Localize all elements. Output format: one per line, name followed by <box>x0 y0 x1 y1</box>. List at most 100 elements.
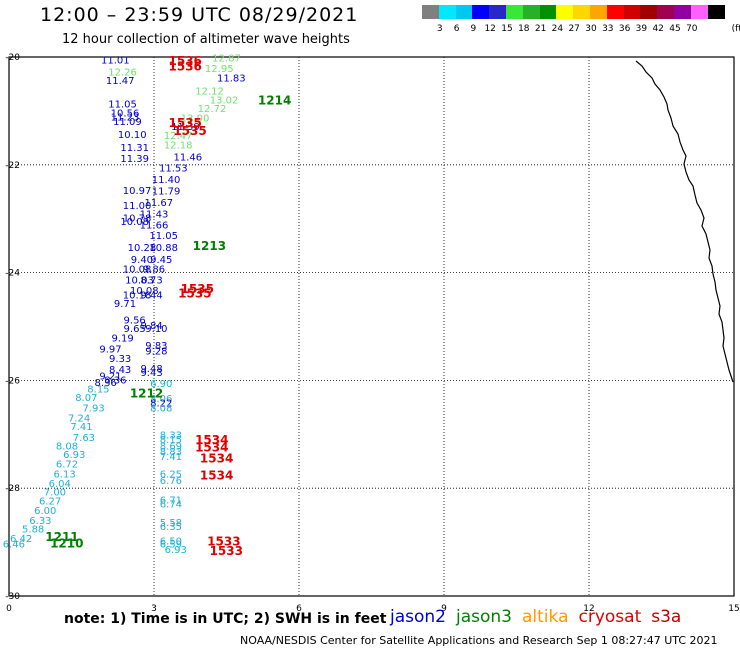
pass-number-label: 1533 <box>207 534 240 548</box>
wave-height-value: 6.72 <box>56 460 78 471</box>
wave-height-value: 7.24 <box>68 413 90 424</box>
colorbar-label: 12 <box>484 24 496 34</box>
wave-height-value: 11.23 <box>111 113 140 124</box>
pass-number-label: 1535 <box>173 124 206 138</box>
colorbar-swatch <box>472 5 490 19</box>
wave-height-value: 9.45 <box>150 255 172 266</box>
wave-height-value: 9.21 <box>99 371 121 382</box>
wave-height-value: 6.13 <box>53 469 75 480</box>
legend-jason2: jason2 <box>390 607 446 627</box>
wave-height-value: 8.08 <box>150 404 172 415</box>
wave-height-value: 6.27 <box>39 496 61 507</box>
x-tick-label: 6 <box>296 604 302 614</box>
wave-height-value: 9.97 <box>99 344 121 355</box>
pass-number-label: 1210 <box>50 536 83 550</box>
wave-height-value: 10.56 <box>111 108 140 119</box>
wave-height-value: 10.10 <box>118 130 147 141</box>
wave-height-value: 11.53 <box>159 163 188 174</box>
colorbar-label: 45 <box>669 24 681 34</box>
wave-height-value: 9.65 <box>124 324 146 335</box>
wave-height-value: 11.09 <box>113 117 142 128</box>
wave-height-value: 13.00 <box>181 114 210 125</box>
wave-height-value: 12.18 <box>164 141 193 152</box>
wave-height-value: 11.66 <box>140 220 169 231</box>
wave-height-value: 6.76 <box>160 476 182 487</box>
colorbar-swatch <box>640 5 658 19</box>
wave-height-value: 10.88 <box>149 243 178 254</box>
wave-height-value: 10.08 <box>130 286 159 297</box>
wave-height-value: 8.08 <box>56 441 78 452</box>
colorbar-label: 18 <box>518 24 530 34</box>
y-tick-label: -20 <box>5 53 20 63</box>
pass-number-label: 1533 <box>210 544 243 558</box>
y-tick-label: -24 <box>5 269 20 279</box>
colorbar-label: 9 <box>470 24 477 34</box>
pass-number-label: 1534 <box>200 451 233 465</box>
wave-height-value: 11.83 <box>217 73 246 84</box>
colorbar-swatch <box>606 5 625 19</box>
wave-height-value: 10.03 <box>125 275 154 286</box>
wave-height-value: 8.33 <box>160 431 182 442</box>
wave-height-value: 9.43 <box>140 368 162 379</box>
wave-height-value: 10.08 <box>123 265 152 276</box>
colorbar-label: 24 <box>551 24 564 34</box>
wave-height-value: 6.93 <box>63 450 85 461</box>
colorbar-label: 21 <box>534 24 547 34</box>
wave-height-value: 6.25 <box>160 469 182 480</box>
wave-height-value: 10.18 <box>123 290 152 301</box>
colorbar-label: 27 <box>568 24 580 34</box>
pass-number-label: 1212 <box>130 387 163 401</box>
colorbar-swatch <box>455 5 473 19</box>
wave-height-value: 6.90 <box>150 379 172 390</box>
pass-number-label: 1534 <box>200 469 233 483</box>
colorbar-swatch <box>573 5 591 19</box>
y-tick-label: -28 <box>5 484 20 494</box>
wave-height-value: 11.05 <box>149 231 178 242</box>
map-frame <box>8 56 735 597</box>
wave-height-value: 12.26 <box>108 67 137 78</box>
wave-height-value: 10.78 <box>123 213 152 224</box>
pass-number-label: 1535 <box>181 282 214 296</box>
wave-height-value: 11.43 <box>140 210 169 221</box>
wave-height-value: 5.88 <box>22 524 44 535</box>
wave-height-value: 7.41 <box>160 452 182 463</box>
wave-height-value: 8.15 <box>87 384 109 395</box>
colorbar-swatch <box>438 5 457 19</box>
x-tick-label: 9 <box>441 604 447 614</box>
pass-number-label: 1535 <box>169 116 202 130</box>
wave-height-value: 10.28 <box>128 243 157 254</box>
wave-height-value: 6.35 <box>160 522 182 533</box>
satellite-legend: jason2 jason3 altika cryosat s3a <box>390 607 691 627</box>
wave-height-value: 12.47 <box>164 131 193 142</box>
wave-height-value: 8.07 <box>75 393 97 404</box>
wave-height-value: 11.40 <box>152 175 181 186</box>
wave-height-value: 6.04 <box>49 479 71 490</box>
x-tick-label: 12 <box>583 604 594 614</box>
wave-height-value: 12.72 <box>198 104 227 115</box>
wave-height-value: 9.19 <box>111 334 133 345</box>
colorbar-swatch <box>623 5 641 19</box>
wave-height-value: 6.46 <box>3 539 25 550</box>
colorbar-label: 6 <box>453 24 460 34</box>
x-tick-label: 15 <box>728 604 739 614</box>
colorbar-swatch <box>674 5 692 19</box>
wave-height-value: 11.79 <box>152 186 181 197</box>
wave-height-value: 6.00 <box>34 506 56 517</box>
wave-height-value: 9.40 <box>131 255 153 266</box>
wave-height-value: 9.56 <box>124 315 146 326</box>
colorbar-label: 33 <box>602 24 614 34</box>
wave-height-value: 8.83 <box>160 447 182 458</box>
colorbar-swatch <box>539 5 557 19</box>
pass-number-label: 1534 <box>195 441 228 455</box>
wave-height-value: 6.74 <box>160 500 182 511</box>
pass-number-label: 1214 <box>258 93 291 107</box>
footer-note: note: 1) Time is in UTC; 2) SWH is in fe… <box>64 611 387 627</box>
colorbar-swatch <box>422 5 440 19</box>
colorbar-label: 3 <box>436 24 443 34</box>
wave-height-value: 6.93 <box>165 545 187 556</box>
wave-height-value: 11.31 <box>120 143 149 154</box>
colorbar-label: 70 <box>686 24 698 34</box>
y-tick-label: -22 <box>5 161 20 171</box>
x-tick-label: 3 <box>151 604 157 614</box>
